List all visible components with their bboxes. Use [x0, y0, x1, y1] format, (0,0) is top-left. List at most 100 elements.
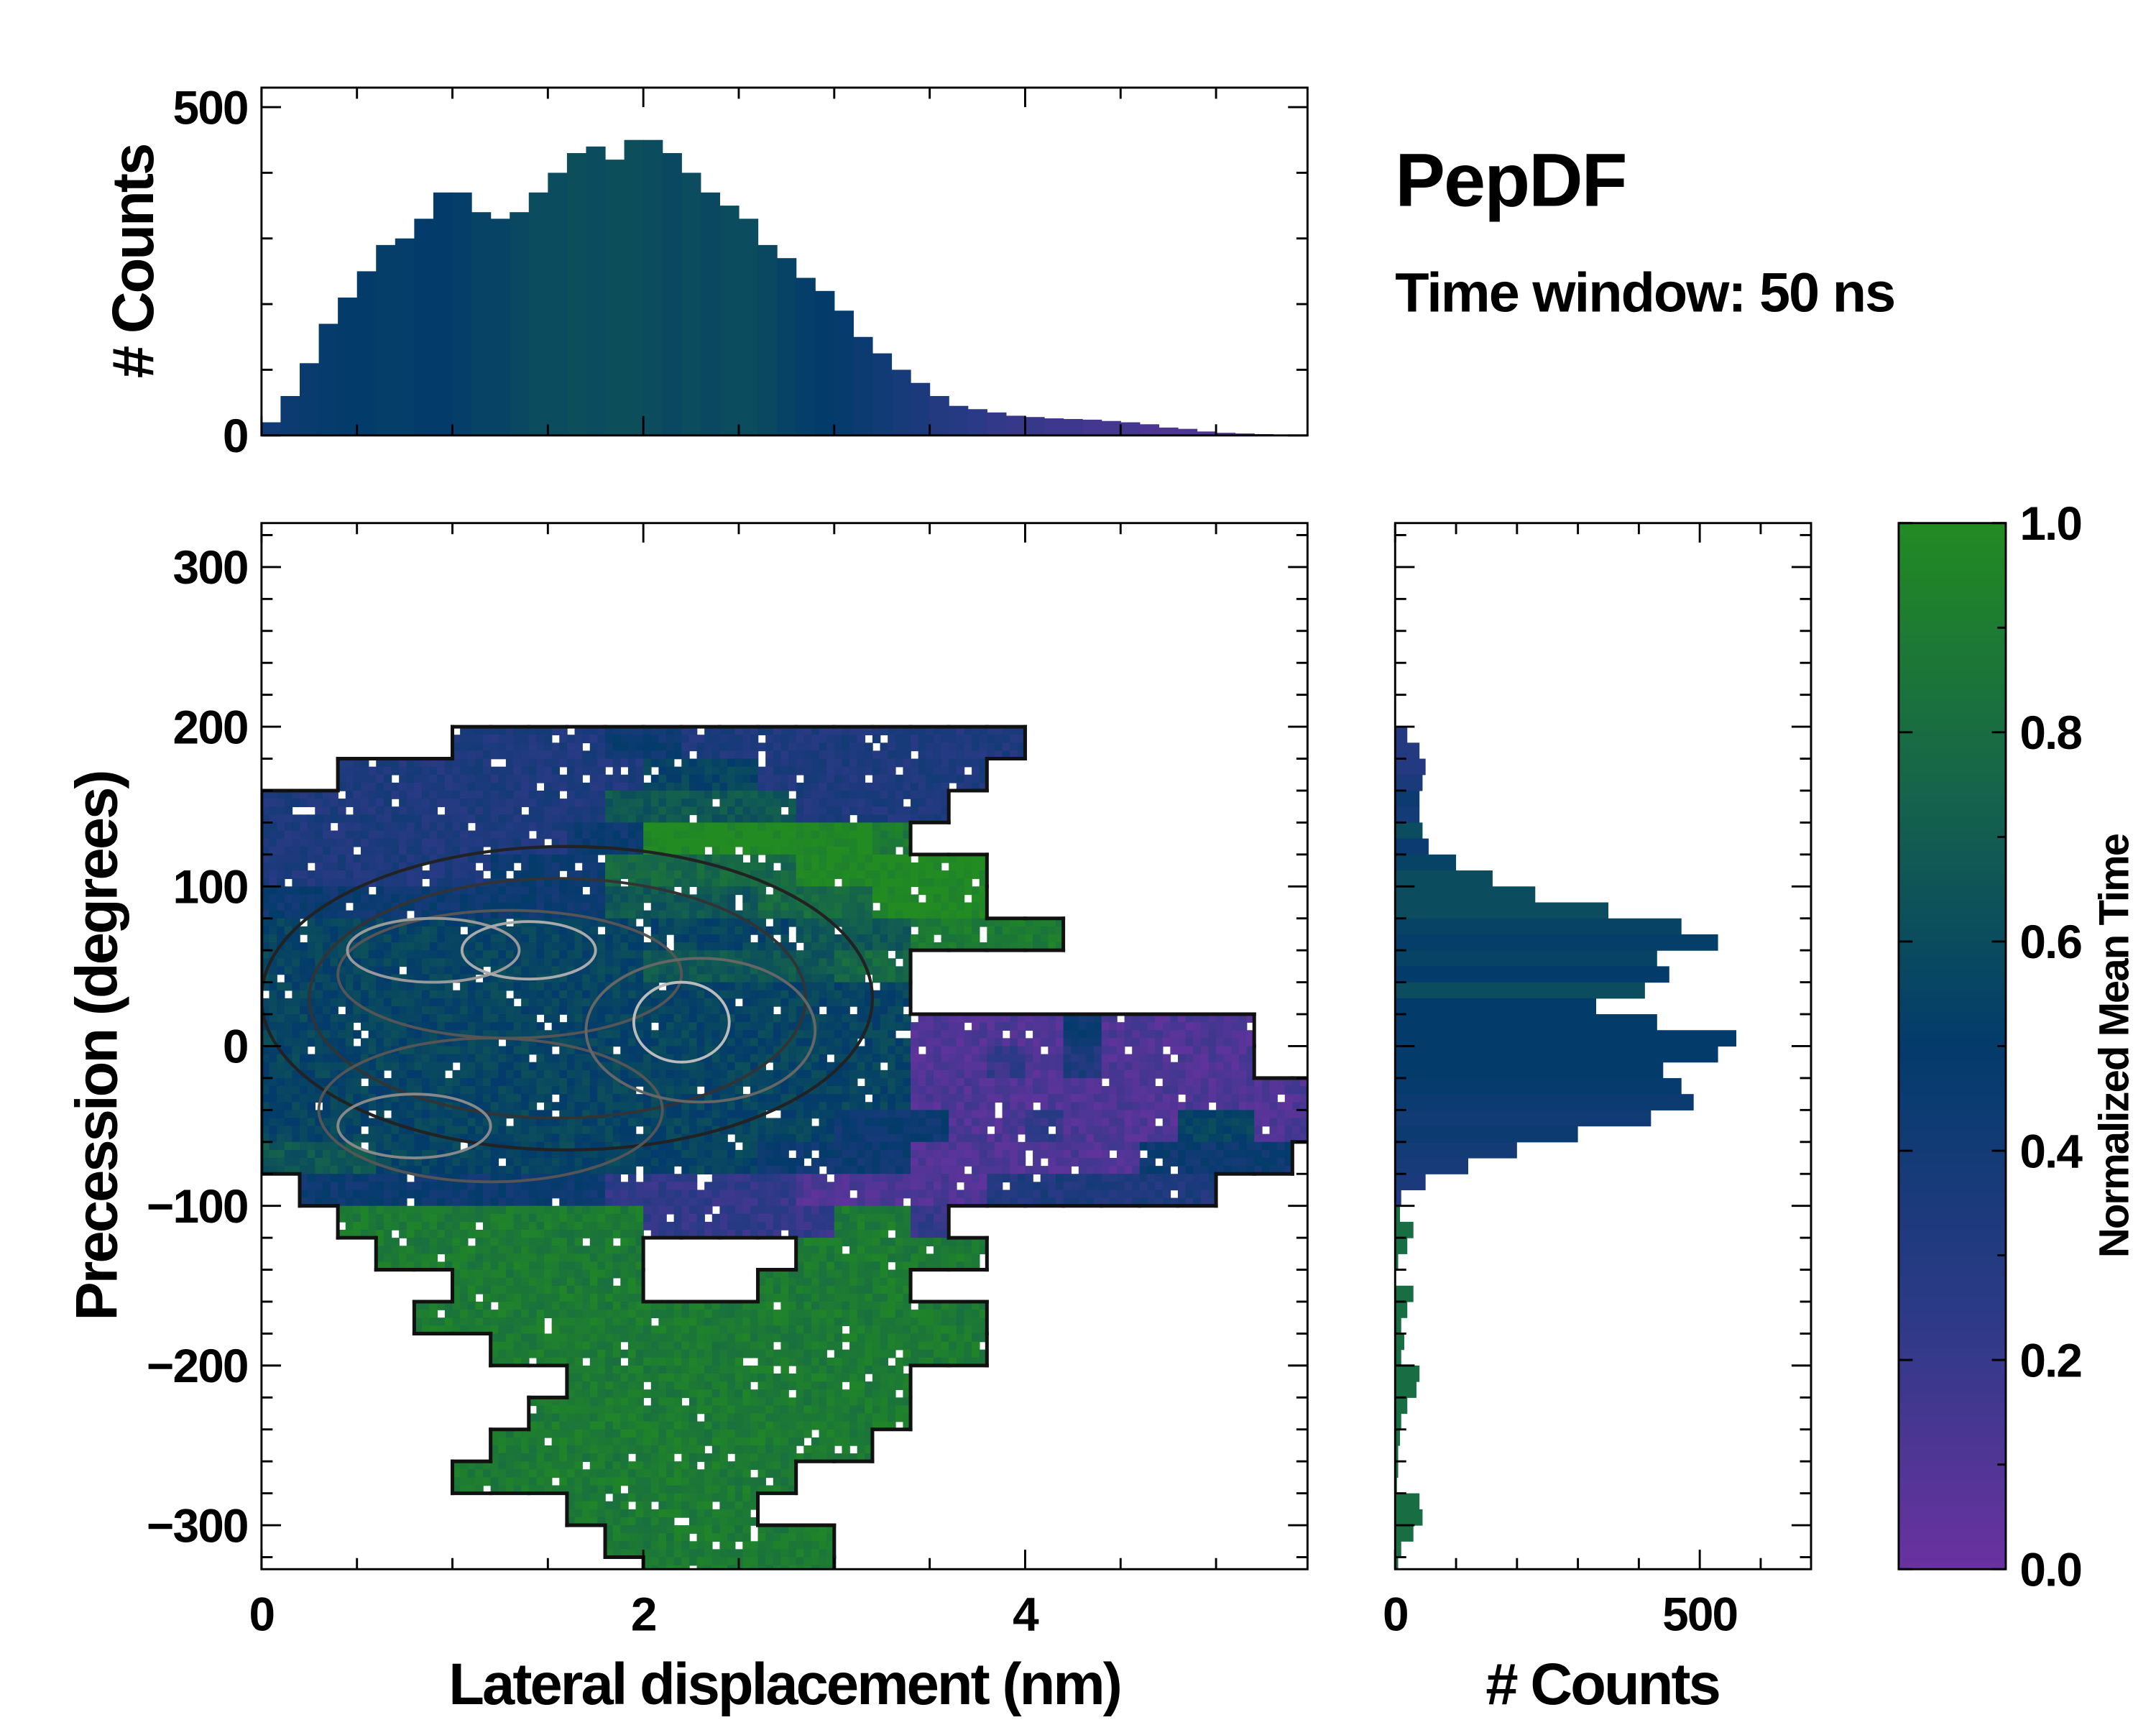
heatmap-cell: [544, 942, 553, 951]
heatmap-cell: [627, 990, 637, 999]
heatmap-cell: [949, 742, 957, 752]
heatmap-cell: [452, 1038, 461, 1047]
heatmap-cell: [765, 1022, 774, 1031]
heatmap-cell: [658, 878, 667, 888]
heatmap-cell: [620, 862, 629, 871]
heatmap-cell: [460, 934, 469, 943]
heatmap-cell: [734, 1110, 744, 1119]
heatmap-cell: [475, 1062, 484, 1071]
heatmap-cell: [681, 758, 690, 768]
heatmap-cell: [650, 918, 660, 927]
heatmap-cell: [750, 727, 759, 735]
heatmap-cell: [803, 942, 812, 951]
heatmap-cell: [719, 1110, 728, 1119]
heatmap-cell: [1078, 1030, 1087, 1039]
heatmap-cell: [819, 814, 827, 824]
heatmap-cell: [819, 958, 827, 967]
heatmap-cell: [1315, 1078, 1323, 1087]
heatmap-cell: [926, 766, 934, 776]
heatmap-cell: [399, 894, 407, 903]
heatmap-cell: [865, 742, 873, 752]
heatmap-cell: [803, 870, 812, 879]
heatmap-cell: [880, 1014, 888, 1023]
heatmap-cell: [597, 1126, 606, 1135]
heatmap-cell: [819, 1030, 827, 1039]
heatmap-cell: [888, 1054, 896, 1063]
heatmap-cell: [483, 735, 492, 744]
heatmap-cell: [574, 830, 583, 840]
heatmap-cell: [277, 830, 285, 840]
heatmap-cell: [811, 1038, 820, 1047]
heatmap-cell: [574, 1062, 583, 1071]
heatmap-cell: [803, 1038, 812, 1047]
heatmap-cell: [414, 838, 423, 847]
heatmap-cell: [261, 926, 270, 935]
heatmap-cell: [399, 1102, 407, 1111]
heatmap-cell: [757, 918, 766, 927]
heatmap-cell: [826, 934, 835, 943]
heatmap-cell: [681, 910, 690, 919]
heatmap-cell: [1063, 1094, 1072, 1103]
heatmap-cell: [277, 790, 285, 799]
heatmap-cell: [376, 998, 384, 1007]
heatmap-cell: [972, 1046, 980, 1055]
heatmap-cell: [727, 1038, 736, 1047]
heatmap-cell: [452, 766, 461, 776]
heatmap-cell: [1063, 1022, 1072, 1031]
heatmap-cell: [483, 742, 492, 752]
heatmap-cell: [1231, 1102, 1240, 1111]
heatmap-cell: [475, 1102, 484, 1111]
heatmap-cell: [880, 966, 888, 975]
heatmap-cell: [1116, 1094, 1125, 1103]
heatmap-cell: [612, 806, 622, 816]
heatmap-cell: [292, 1102, 300, 1111]
heatmap-cell: [505, 822, 515, 832]
heatmap-cell: [422, 1006, 430, 1015]
heatmap-cell: [383, 982, 392, 991]
heatmap-cell: [605, 958, 614, 967]
heatmap-cell: [330, 1118, 338, 1127]
heatmap-cell: [475, 1014, 484, 1023]
heatmap-cell: [849, 735, 858, 744]
heatmap-cell: [605, 750, 614, 760]
heatmap-cell: [315, 1062, 323, 1071]
heatmap-cell: [681, 998, 690, 1007]
heatmap-cell: [528, 990, 538, 999]
heatmap-cell: [422, 846, 430, 855]
heatmap-cell: [1269, 1077, 1278, 1087]
heatmap-cell: [399, 1022, 407, 1031]
heatmap-cell: [987, 1038, 995, 1047]
heatmap-cell: [796, 950, 805, 960]
heatmap-cell: [727, 1110, 736, 1119]
heatmap-cell: [750, 846, 759, 855]
heatmap-cell: [406, 1094, 415, 1103]
heatmap-cell: [406, 958, 415, 967]
heatmap-cell: [399, 1006, 407, 1015]
heatmap-cell: [788, 782, 797, 791]
heatmap-cell: [757, 1102, 766, 1111]
heatmap-cell: [872, 854, 881, 863]
heatmap-cell: [742, 766, 751, 776]
heatmap-cell: [888, 934, 896, 943]
heatmap-cell: [696, 926, 705, 935]
heatmap-cell: [513, 1133, 522, 1143]
heatmap-cell: [979, 782, 988, 791]
heatmap-cell: [857, 886, 866, 896]
heatmap-cell: [1284, 1094, 1294, 1103]
heatmap-cell: [972, 750, 980, 760]
heatmap-cell: [780, 998, 789, 1007]
heatmap-cell: [964, 886, 972, 896]
heatmap-cell: [521, 1054, 530, 1063]
heatmap-cell: [673, 974, 683, 983]
heatmap-cell: [643, 1062, 652, 1071]
heatmap-cell: [711, 727, 721, 735]
heatmap-cell: [269, 1110, 277, 1119]
heatmap-cell: [918, 758, 927, 768]
heatmap-cell: [727, 830, 736, 840]
heatmap-cell: [460, 758, 469, 768]
heatmap-cell: [796, 735, 805, 744]
heatmap-cell: [551, 1022, 561, 1031]
heatmap-cell: [1048, 942, 1056, 951]
heatmap-cell: [727, 878, 736, 888]
heatmap-cell: [803, 1102, 812, 1111]
